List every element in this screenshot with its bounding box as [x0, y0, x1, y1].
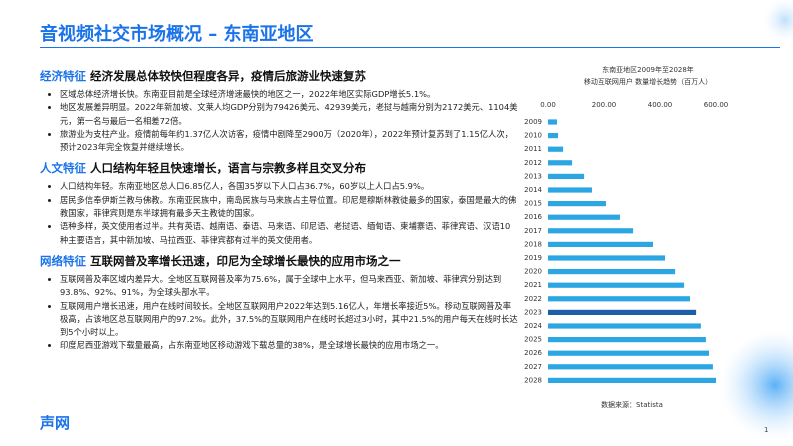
- bar: [548, 228, 634, 234]
- chart-title: 东南亚地区2009年至2028年: [602, 65, 694, 74]
- section-heading-text: 互联网普及率增长迅速，印尼为全球增长最快的应用市场之一: [90, 253, 401, 268]
- y-tick-label: 2018: [524, 240, 542, 248]
- section-label: 人文特征: [40, 161, 86, 176]
- section-heading: 人文特征 人口结构年轻且快速增长，语言与宗教多样且交叉分布: [40, 160, 518, 176]
- bar: [548, 133, 559, 139]
- x-tick-label: 400.00: [648, 101, 673, 109]
- chart-source: 数据来源：Statista: [601, 400, 663, 409]
- y-tick-label: 2016: [524, 213, 542, 221]
- bar: [548, 364, 713, 370]
- y-tick-label: 2023: [524, 308, 542, 316]
- y-tick-label: 2021: [524, 281, 542, 289]
- title-rule: [40, 47, 780, 48]
- x-tick-label: 0.00: [540, 101, 556, 109]
- bullet-list: 人口结构年轻。东南亚地区总人口6.85亿人，各国35岁以下人口占36.7%，60…: [40, 180, 518, 246]
- corner-glow: [763, 0, 793, 42]
- corner-glow: [720, 330, 793, 440]
- bar: [548, 241, 653, 247]
- bullet: 区域总体经济增长快。东南亚目前是全球经济增速最快的地区之一，2022年地区实际G…: [60, 88, 518, 101]
- section-label: 网络特征: [40, 253, 86, 268]
- bar: [548, 323, 701, 329]
- y-tick-label: 2017: [524, 227, 542, 235]
- y-tick-label: 2009: [524, 118, 542, 126]
- bar: [548, 377, 716, 383]
- section: 经济特征经济发展总体较快但程度各异，疫情后旅游业快速复苏区域总体经济增长快。东南…: [40, 68, 518, 154]
- bullet: 语种多样，英文使用者过半。共有英语、越南语、泰语、马来语、印尼语、老挝语、缅甸语…: [60, 220, 518, 247]
- y-tick-label: 2020: [524, 268, 542, 276]
- logo: 声网: [40, 414, 71, 432]
- bullet: 印度尼西亚游戏下载量最高，占东南亚地区移动游戏下载总量的38%，是全球增长最快的…: [60, 339, 518, 352]
- y-tick-label: 2025: [524, 336, 542, 344]
- y-tick-label: 2024: [524, 322, 542, 330]
- section-label: 经济特征: [40, 69, 86, 83]
- bar: [548, 201, 606, 207]
- bullet: 人口结构年轻。东南亚地区总人口6.85亿人，各国35岁以下人口占36.7%，60…: [60, 180, 518, 193]
- section: 人文特征人口结构年轻且快速增长，语言与宗教多样且交叉分布人口结构年轻。东南亚地区…: [40, 160, 518, 246]
- y-tick-label: 2019: [524, 254, 542, 262]
- bar: [548, 160, 573, 166]
- sections: 经济特征经济发展总体较快但程度各异，疫情后旅游业快速复苏区域总体经济增长快。东南…: [40, 68, 518, 359]
- bar: [548, 173, 585, 179]
- bar: [548, 350, 709, 356]
- bullet-list: 区域总体经济增长快。东南亚目前是全球经济增速最快的地区之一，2022年地区实际G…: [40, 88, 518, 154]
- section-heading-text: 经济发展总体较快但程度各异，疫情后旅游业快速复苏: [90, 69, 366, 83]
- section: 网络特征互联网普及率增长迅速，印尼为全球增长最快的应用市场之一互联网普及率区域内…: [40, 253, 518, 353]
- y-tick-label: 2012: [524, 159, 542, 167]
- bullet: 居民多信奉伊斯兰教与佛教。东南亚民族中，南岛民族与马来族占主导位置。印尼是穆斯林…: [60, 194, 518, 221]
- bullet: 旅游业为支柱产业。疫情前每年约1.37亿人次访客，疫情中剧降至2900万（202…: [60, 128, 518, 155]
- x-tick-label: 600.00: [704, 101, 729, 109]
- bar: [548, 337, 706, 343]
- bar: [548, 214, 620, 220]
- bullet: 地区发展差异明显。2022年新加坡、文莱人均GDP分别为79426美元、4293…: [60, 101, 518, 128]
- bar: [548, 119, 557, 125]
- bar: [548, 269, 676, 275]
- bar: [548, 146, 564, 152]
- y-tick-label: 2022: [524, 295, 542, 303]
- y-tick-label: 2028: [524, 376, 542, 384]
- y-tick-label: 2010: [524, 132, 542, 140]
- chart-title: 移动互联网用户 数量增长趋势（百万人）: [584, 77, 712, 86]
- bullet: 互联网普及率区域内差异大。全地区互联网普及率为75.6%，属于全球中上水平，但马…: [60, 273, 518, 300]
- section-heading-text: 人口结构年轻且快速增长，语言与宗教多样且交叉分布: [90, 161, 366, 176]
- bar: [548, 296, 690, 302]
- bar: [548, 309, 697, 315]
- section-heading: 网络特征 互联网普及率增长迅速，印尼为全球增长最快的应用市场之一: [40, 253, 518, 269]
- page-number: 1: [764, 426, 769, 434]
- bar: [548, 187, 592, 193]
- y-tick-label: 2026: [524, 349, 542, 357]
- bullet: 互联网用户增长迅速，用户在线时间较长。全地区互联网用户2022年达到5.16亿人…: [60, 300, 518, 340]
- y-tick-label: 2011: [524, 145, 542, 153]
- y-tick-label: 2013: [524, 172, 542, 180]
- section-heading: 经济特征 经济发展总体较快但程度各异，疫情后旅游业快速复苏: [40, 68, 518, 84]
- chart: 东南亚地区2009年至2028年 移动互联网用户 数量增长趋势（百万人） 数据来…: [524, 65, 729, 409]
- bar: [548, 255, 666, 261]
- x-tick-label: 200.00: [592, 101, 617, 109]
- bullet-list: 互联网普及率区域内差异大。全地区互联网普及率为75.6%，属于全球中上水平，但马…: [40, 273, 518, 353]
- y-tick-label: 2014: [524, 186, 542, 194]
- y-tick-label: 2015: [524, 200, 542, 208]
- page-title: 音视频社交市场概况 – 东南亚地区: [40, 24, 314, 45]
- y-tick-label: 2027: [524, 363, 542, 371]
- bar: [548, 282, 685, 288]
